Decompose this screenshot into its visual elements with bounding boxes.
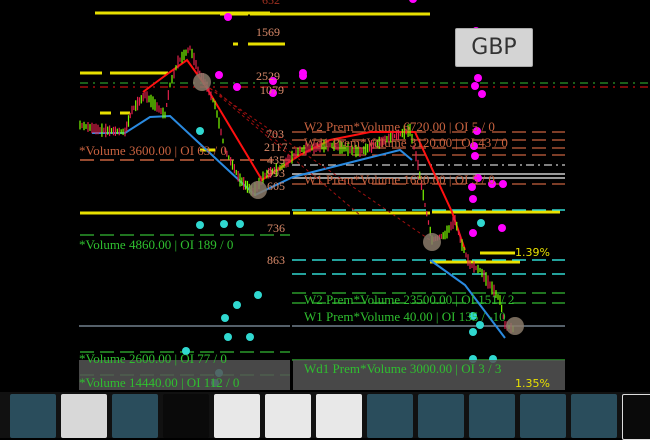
signal-marker <box>193 73 211 91</box>
thumbnail-strip <box>0 392 650 440</box>
price-level-label: 2529 <box>256 69 280 83</box>
cyan-dot <box>476 321 484 329</box>
magenta-dot <box>473 127 481 135</box>
thumbnail-document[interactable] <box>316 394 362 438</box>
magenta-dot <box>470 142 478 150</box>
magenta-dot <box>468 183 476 191</box>
magenta-dot <box>233 83 241 91</box>
projection-line <box>209 87 361 216</box>
percent-label: 1.39% <box>515 246 550 259</box>
cyan-dot <box>224 333 232 341</box>
call-volume-label-wd1: Wd1 Prem*Volume 3120.00 | OI 43 / 0 <box>304 135 508 150</box>
price-series <box>79 45 514 334</box>
price-level-label: 1569 <box>256 25 280 39</box>
magenta-dot <box>488 180 496 188</box>
price-level-label: 605 <box>267 179 285 193</box>
cyan-dot <box>233 301 241 309</box>
thumbnail-chart-dark-active[interactable] <box>622 394 650 440</box>
put-summary-box-right <box>293 360 565 390</box>
projection-line <box>214 89 301 161</box>
cyan-dot <box>220 220 228 228</box>
price-level-label: 736 <box>267 221 285 235</box>
price-level-label: 993 <box>267 166 285 180</box>
price-level-label: 863 <box>267 253 285 267</box>
cyan-dot <box>469 312 477 320</box>
signal-marker <box>506 317 524 335</box>
call-volume-label: *Volume 3600.00 | OI 63 / 0 <box>79 143 227 158</box>
magenta-dot <box>215 71 223 79</box>
price-level-label: 435 <box>267 153 285 167</box>
price-chart[interactable] <box>0 0 650 392</box>
cyan-dot <box>196 127 204 135</box>
cyan-dot <box>469 328 477 336</box>
price-level-label: 2117 <box>264 140 288 154</box>
put-volume-label: *Volume 2600.00 | OI 77 / 0 <box>79 351 227 366</box>
signal-marker <box>423 233 441 251</box>
support-line <box>429 259 506 339</box>
thumbnail-chart-dark[interactable] <box>163 394 209 438</box>
thumbnail-chart-blue[interactable] <box>469 394 515 438</box>
magenta-dot <box>469 229 477 237</box>
thumbnail-chart-blue[interactable] <box>112 394 158 438</box>
magenta-dot <box>299 72 307 80</box>
magenta-dot <box>471 152 479 160</box>
thumbnail-chart-blue[interactable] <box>418 394 464 438</box>
resistance-line <box>142 58 466 251</box>
cyan-dot <box>477 219 485 227</box>
price-level-label: 1079 <box>260 83 284 97</box>
put-volume-label: *Volume 14440.00 | OI 112 / 0 <box>79 375 240 390</box>
magenta-dot <box>224 13 232 21</box>
percent-label: 1.35% <box>515 377 550 390</box>
price-level-label: 652 <box>262 0 280 7</box>
magenta-dot <box>469 195 477 203</box>
thumbnail-document[interactable] <box>214 394 260 438</box>
put-volume-label-w1: W1 Prem*Volume 40.00 | OI 135 / -10 <box>304 309 506 324</box>
put-volume-label-w2: W2 Prem*Volume 23500.00 | OI 151 / 2 <box>304 292 515 307</box>
magenta-dot <box>269 77 277 85</box>
signal-marker <box>249 181 267 199</box>
thumbnail-chart-blue[interactable] <box>571 394 617 438</box>
magenta-dot <box>471 82 479 90</box>
cyan-dot <box>182 347 190 355</box>
magenta-dot <box>269 89 277 97</box>
instrument-button[interactable]: GBP <box>455 28 533 67</box>
thumbnail-chart-blue[interactable] <box>10 394 56 438</box>
thumbnail-chart-blue[interactable] <box>367 394 413 438</box>
magenta-dot <box>409 0 417 3</box>
thumbnail-document[interactable] <box>265 394 311 438</box>
thumbnail-chart-blue[interactable] <box>520 394 566 438</box>
put-volume-label-wd1: Wd1 Prem*Volume 3000.00 | OI 3 / 3 <box>304 361 502 376</box>
put-summary-box-left <box>79 360 290 390</box>
cyan-dot <box>246 333 254 341</box>
cyan-dot <box>221 314 229 322</box>
thumbnail-chart-light[interactable] <box>61 394 107 438</box>
call-volume-label-w1: W1 Prem*Volume 1680.00 | OI 5 / 0 <box>304 172 495 187</box>
projection-line <box>204 84 431 241</box>
magenta-dot <box>474 74 482 82</box>
cyan-dot <box>196 221 204 229</box>
call-volume-label-w2: W2 Prem*Volume 6720.00 | OI 5 / 0 <box>304 119 495 134</box>
price-level-label: 703 <box>266 127 284 141</box>
cyan-dot <box>254 291 262 299</box>
cyan-dot <box>236 220 244 228</box>
put-volume-label: *Volume 4860.00 | OI 189 / 0 <box>79 237 234 252</box>
magenta-dot <box>499 180 507 188</box>
magenta-dot <box>474 174 482 182</box>
magenta-dot <box>498 224 506 232</box>
magenta-dot <box>478 90 486 98</box>
